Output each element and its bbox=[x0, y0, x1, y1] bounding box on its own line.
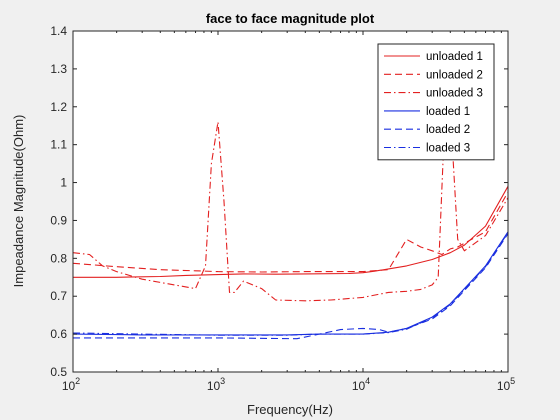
series-line-3 bbox=[72, 110, 509, 302]
tick-layer: 0.5 0.6 0.7 0.8 0.9 1 1.1 1.2 1.3 1.4 102 103 104 105 bbox=[50, 24, 515, 393]
y-tick-label: 0.8 bbox=[50, 251, 67, 265]
legend-label: unloaded 3 bbox=[426, 88, 483, 100]
legend-label: loaded 3 bbox=[426, 143, 470, 155]
x-tick-label: 103 bbox=[207, 376, 225, 393]
series-line-6 bbox=[72, 232, 509, 336]
axes-box bbox=[72, 30, 509, 373]
y-tick-label: 0.5 bbox=[50, 365, 67, 379]
x-tick-label: 102 bbox=[62, 376, 80, 393]
legend-label: loaded 1 bbox=[426, 106, 470, 118]
y-tick-label: 1.4 bbox=[50, 24, 67, 38]
x-axis-label: Frequency(Hz) bbox=[247, 402, 333, 417]
y-tick-label: 1.2 bbox=[50, 100, 67, 114]
y-tick-label: 1.3 bbox=[50, 62, 67, 76]
y-tick-label: 1 bbox=[60, 176, 67, 190]
legend-label: unloaded 2 bbox=[426, 69, 483, 81]
x-tick-label: 105 bbox=[497, 376, 515, 393]
y-tick-label: 0.6 bbox=[50, 327, 67, 341]
series-line-1 bbox=[73, 186, 509, 278]
legend-label: loaded 2 bbox=[426, 124, 470, 136]
legend-box bbox=[377, 43, 495, 161]
series-layer bbox=[72, 110, 509, 340]
y-tick-label: 0.9 bbox=[50, 213, 67, 227]
legend-label: unloaded 1 bbox=[426, 51, 483, 63]
legend: unloaded 1 unloaded 2 unloaded 3 loaded 1 lo… bbox=[377, 43, 495, 161]
x-tick-label: 104 bbox=[352, 376, 370, 393]
y-axis-label: Impeadance Magnitude(Ohm) bbox=[11, 115, 26, 288]
y-tick-label: 1.1 bbox=[50, 138, 67, 152]
chart-title: face to face magnitude plot bbox=[206, 11, 375, 26]
series-line-2 bbox=[72, 191, 509, 273]
y-tick-label: 0.7 bbox=[50, 289, 67, 303]
series-line-5 bbox=[73, 233, 509, 340]
